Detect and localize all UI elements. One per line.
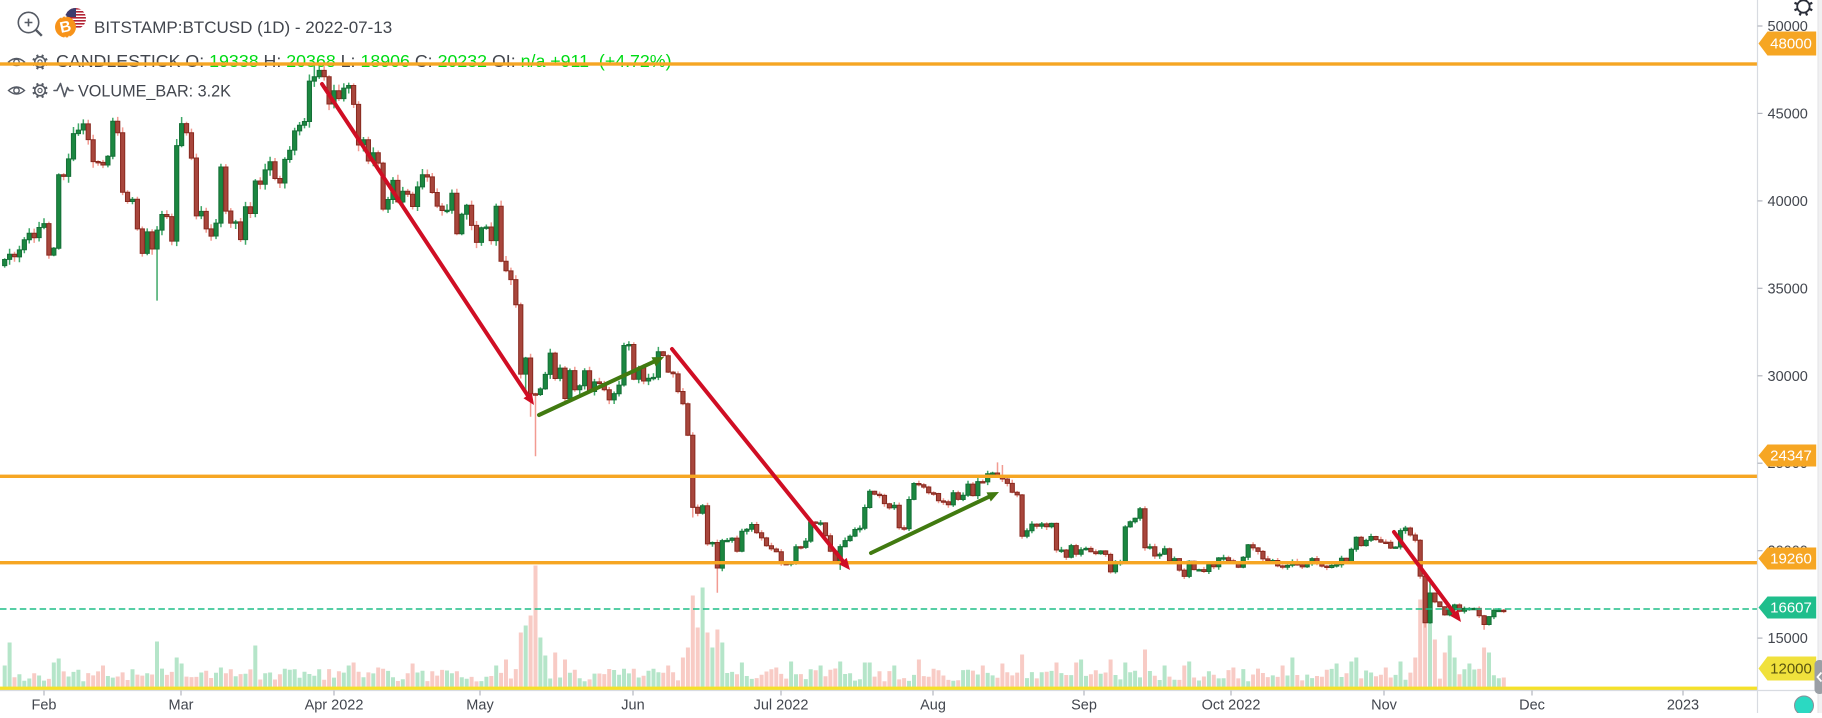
svg-text:40000: 40000	[1768, 194, 1808, 210]
svg-text:Jun: Jun	[621, 698, 644, 714]
svg-text:45000: 45000	[1768, 106, 1808, 122]
svg-text:15000: 15000	[1768, 631, 1808, 647]
svg-text:Sep: Sep	[1071, 698, 1097, 714]
svg-text:Oct 2022: Oct 2022	[1202, 698, 1261, 714]
svg-text:48000: 48000	[1770, 36, 1812, 53]
svg-text:30000: 30000	[1768, 369, 1808, 385]
svg-text:Nov: Nov	[1371, 698, 1398, 714]
svg-text:35000: 35000	[1768, 281, 1808, 297]
svg-text:2023: 2023	[1667, 698, 1699, 714]
svg-text:Jul 2022: Jul 2022	[754, 698, 809, 714]
svg-text:Mar: Mar	[169, 698, 194, 714]
svg-text:May: May	[466, 698, 494, 714]
svg-text:CANDLESTICK O: 19338 H: 20368: CANDLESTICK O: 19338 H: 20368 L: 18906 C…	[56, 51, 672, 71]
svg-text:Dec: Dec	[1519, 698, 1545, 714]
svg-text:VOLUME_BAR: 3.2K: VOLUME_BAR: 3.2K	[78, 83, 231, 101]
svg-text:12000: 12000	[1770, 661, 1812, 678]
svg-text:16607: 16607	[1770, 600, 1812, 617]
svg-text:BITSTAMP:BTCUSD (1D) - 2022-07: BITSTAMP:BTCUSD (1D) - 2022-07-13	[94, 18, 392, 37]
svg-text:Feb: Feb	[32, 698, 57, 714]
svg-text:19260: 19260	[1770, 551, 1812, 568]
svg-text:Apr 2022: Apr 2022	[305, 698, 364, 714]
svg-text:24347: 24347	[1770, 448, 1812, 465]
svg-text:Aug: Aug	[920, 698, 946, 714]
